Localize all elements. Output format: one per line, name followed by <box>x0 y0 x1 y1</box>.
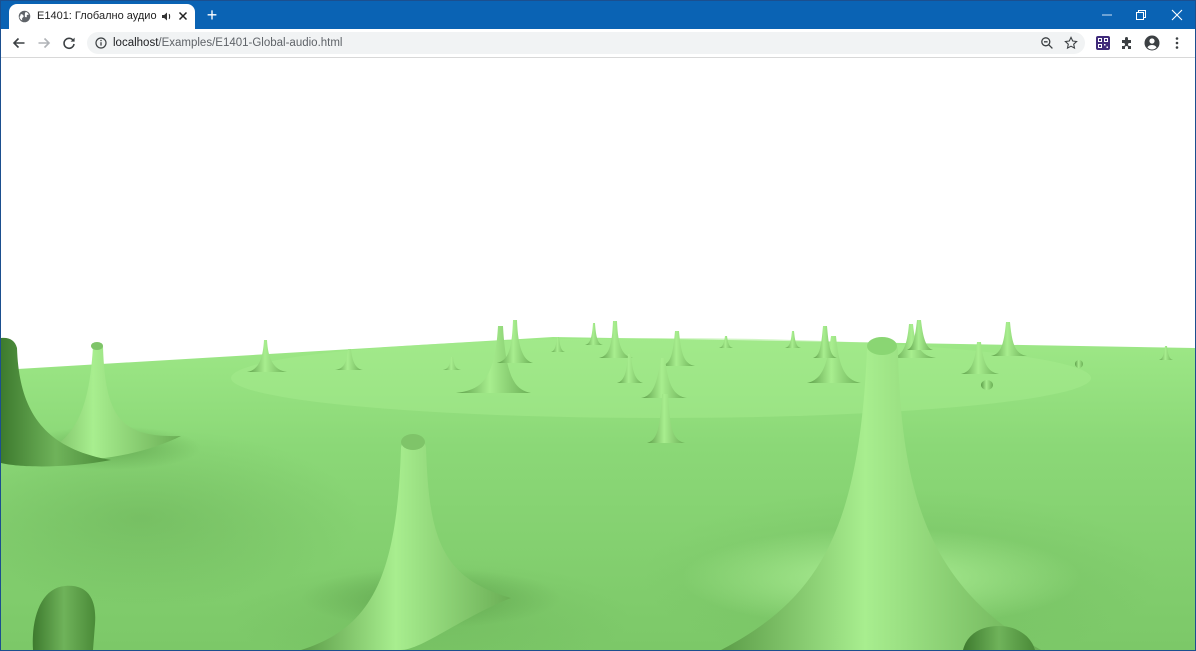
browser-tab[interactable]: E1401: Глобално аудио <box>9 4 195 29</box>
arrow-left-icon <box>12 37 25 49</box>
info-icon[interactable] <box>95 37 107 49</box>
new-tab-button[interactable]: + <box>206 5 218 25</box>
speaker-icon[interactable] <box>161 11 173 22</box>
spike-edge-left <box>1 337 111 467</box>
webgl-canvas[interactable] <box>1 58 1195 650</box>
distant-spikes <box>247 320 1173 443</box>
menu-icon[interactable] <box>1169 35 1185 51</box>
extension-qr-icon[interactable] <box>1095 35 1111 51</box>
puzzle-icon[interactable] <box>1119 35 1135 51</box>
terrain-scene <box>1 320 1195 650</box>
account-icon[interactable] <box>1144 35 1160 51</box>
window-close-button[interactable] <box>1159 1 1195 29</box>
spike-right <box>681 337 1081 650</box>
globe-icon <box>18 10 31 23</box>
forward-button[interactable] <box>35 34 53 52</box>
restore-button[interactable] <box>1123 1 1159 29</box>
reload-button[interactable] <box>60 34 78 52</box>
url-host: localhost <box>113 37 159 49</box>
tab-title: E1401: Глобално аудио <box>37 10 157 22</box>
zoom-icon[interactable] <box>1040 36 1054 50</box>
title-bar: E1401: Глобално аудио + <box>1 1 1195 29</box>
browser-toolbar: localhost/Examples/E1401-Global-audio.ht… <box>1 29 1195 58</box>
blob-bottom-left <box>32 585 96 650</box>
arrow-right-icon <box>38 37 51 49</box>
minimize-icon <box>1102 14 1112 16</box>
reload-icon <box>63 37 75 50</box>
blob-bottom-right <box>963 626 1035 650</box>
back-button[interactable] <box>10 34 28 52</box>
minimize-button[interactable] <box>1089 1 1125 29</box>
star-icon[interactable] <box>1064 36 1078 50</box>
close-icon[interactable] <box>177 10 189 22</box>
spike-middle <box>301 434 561 650</box>
url-path: /Examples/E1401-Global-audio.html <box>158 37 343 49</box>
close-icon <box>1171 9 1183 21</box>
restore-icon <box>1136 10 1146 20</box>
address-bar[interactable]: localhost/Examples/E1401-Global-audio.ht… <box>87 32 1085 54</box>
url-text[interactable]: localhost/Examples/E1401-Global-audio.ht… <box>113 32 343 54</box>
